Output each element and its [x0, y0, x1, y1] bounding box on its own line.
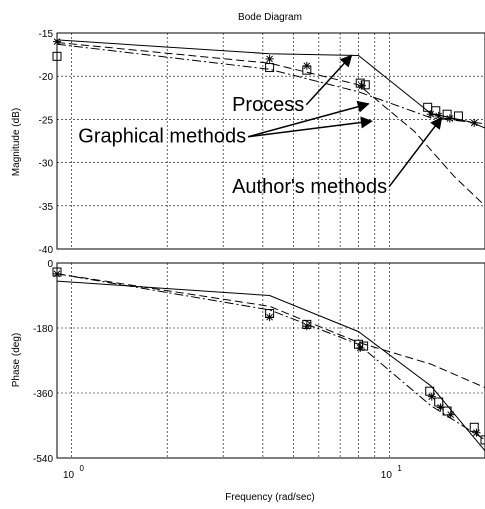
magnitude-square-marker: [431, 106, 441, 116]
phase-plot: 0 -180 -360 -540 Phase (deg): [11, 259, 485, 465]
magnitude-plot-frame: [56, 32, 485, 250]
magnitude-star-marker: [470, 118, 479, 127]
phase-star-marker: [265, 313, 274, 322]
magnitude-y-tick-label: -40: [39, 245, 54, 256]
magnitude-series-dash: [56, 42, 485, 207]
phase-square-marker: [469, 422, 479, 432]
magnitude-star-marker: [265, 54, 274, 63]
magnitude-markers: [52, 37, 479, 127]
magnitude-y-ticks: -15 -20 -25 -30 -35 -40: [39, 29, 54, 256]
phase-star-marker: [53, 269, 61, 278]
magnitude-y-tick-label: -25: [39, 115, 54, 126]
svg-text:10: 10: [381, 470, 393, 481]
magnitude-star-marker: [445, 114, 454, 123]
magnitude-series-dashdot: [56, 43, 485, 125]
phase-star-marker: [436, 403, 445, 412]
phase-y-ticks: 0 -180 -360 -540: [33, 259, 53, 465]
magnitude-y-tick-label: -30: [39, 159, 54, 170]
svg-text:1: 1: [397, 464, 402, 473]
phase-star-marker: [472, 428, 481, 437]
phase-y-tick-label: -540: [33, 454, 53, 465]
magnitude-square-marker: [453, 111, 463, 121]
annotation-arrow: [305, 54, 353, 106]
annotation-label: Graphical methods: [78, 126, 246, 148]
svg-text:0: 0: [80, 464, 85, 473]
phase-square-marker: [480, 435, 485, 445]
phase-y-label: Phase (deg): [11, 333, 22, 387]
x-tick-label: 10 0: [63, 464, 85, 481]
x-tick-label: 10 1: [381, 464, 403, 481]
magnitude-y-label: Magnitude (dB): [11, 108, 22, 176]
phase-star-marker: [302, 322, 311, 331]
magnitude-grid: [56, 32, 485, 250]
annotation-arrow: [247, 100, 370, 138]
magnitude-y-tick-label: -35: [39, 202, 54, 213]
annotations: Process Graphical methods Author's methods: [78, 54, 443, 198]
magnitude-star-marker: [357, 81, 366, 90]
x-axis-label: Frequency (rad/sec): [225, 492, 314, 503]
phase-y-tick-label: 0: [47, 259, 53, 270]
magnitude-y-tick-label: -15: [39, 29, 54, 40]
annotation-arrow: [248, 116, 373, 138]
phase-square-marker: [359, 341, 369, 351]
magnitude-square-marker: [52, 51, 62, 61]
phase-star-marker: [427, 392, 436, 401]
phase-y-tick-label: -360: [33, 389, 53, 400]
annotation-label: Author's methods: [232, 176, 387, 198]
chart-title: Bode Diagram: [238, 12, 302, 23]
magnitude-square-marker: [265, 63, 275, 73]
magnitude-y-tick-label: -20: [39, 72, 54, 83]
magnitude-star-marker: [53, 37, 61, 46]
phase-plot-frame: [56, 262, 485, 459]
phase-markers: [52, 267, 485, 445]
magnitude-star-marker: [426, 110, 435, 119]
x-axis-ticks: 10 0 10 1: [63, 464, 402, 481]
annotation-label: Process: [232, 94, 304, 116]
magnitude-plot: -15 -20 -25 -30 -35 -40 Magnitude (dB): [11, 29, 485, 256]
annotation-arrow: [388, 116, 443, 188]
svg-text:10: 10: [63, 470, 75, 481]
phase-star-marker: [356, 343, 365, 352]
phase-y-tick-label: -180: [33, 324, 53, 335]
phase-star-marker: [446, 410, 455, 419]
magnitude-star-marker: [302, 61, 311, 70]
